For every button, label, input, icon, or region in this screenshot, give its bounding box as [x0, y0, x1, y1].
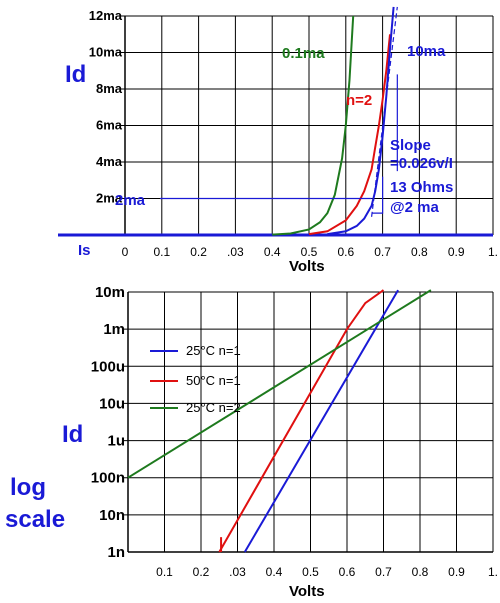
log-y-tick-1m: 1m [103, 321, 125, 338]
linear-x-tick-0-8: 0.8 [411, 245, 428, 259]
linear-y-tick-4ma: 4ma [96, 154, 123, 169]
legend-item-50c-n1: 50°C n=1 [150, 373, 241, 388]
log-series-25-c-n-1 [243, 289, 399, 553]
log-x-tick-0-1: 0.1 [156, 565, 173, 579]
log-chart-grid [122, 291, 494, 553]
log-y-tick-1n: 1n [107, 544, 125, 561]
slope-annotation: Slope =0.026v/I 13 Ohms @2 ma [390, 137, 453, 216]
ohms-label-line2: @2 ma [390, 199, 439, 216]
log-y-tick-10n: 10n [99, 507, 125, 524]
legend-label-25c-n1: 25°C n=1 [186, 343, 241, 358]
linear-chart-y-ticks: 2ma 4ma 6ma 8ma 10ma 12ma [89, 8, 123, 206]
linear-y-tick-6ma: 6ma [96, 118, 123, 133]
log-x-tick-1: 1. [488, 565, 498, 579]
log-series-25-c-n-2 [127, 289, 432, 479]
series-label-n2: n=2 [346, 92, 372, 109]
linear-y-axis-label: Id [65, 61, 86, 88]
series-label-10ma: 10ma [407, 43, 446, 60]
linear-chart: 0 0.1 0.2 .03 0.4 0.5 0.6 0.7 0.8 0.9 1. 2ma 4ma 6ma… [58, 6, 498, 275]
slope-label-line1: Slope [390, 137, 431, 154]
log-x-tick-03: .03 [229, 565, 246, 579]
linear-x-tick-03: .03 [227, 245, 244, 259]
legend-item-25c-n1: 25°C n=1 [150, 343, 241, 358]
linear-x-tick-0-4: 0.4 [264, 245, 281, 259]
log-x-tick-0-8: 0.8 [412, 565, 429, 579]
log-series-50-c-n-1 [218, 289, 385, 553]
log-x-tick-0-6: 0.6 [339, 565, 356, 579]
log-scale-label-line2: scale [5, 506, 65, 533]
log-x-tick-0-9: 0.9 [448, 565, 465, 579]
log-chart-y-ticks: 1n 10n 100n 1u 10u 100u 1m 10m [91, 284, 125, 561]
legend-label-25c-n2: 25°C n=2 [186, 400, 241, 415]
linear-chart-x-ticks: 0 0.1 0.2 .03 0.4 0.5 0.6 0.7 0.8 0.9 1. [122, 245, 498, 259]
log-x-axis-label: Volts [289, 583, 325, 600]
two-ma-label: 2ma [115, 192, 146, 209]
log-y-tick-100n: 100n [91, 470, 125, 487]
linear-series-n-2 [308, 34, 391, 236]
log-scale-label-line1: log [10, 474, 46, 501]
linear-y-tick-12ma: 12ma [89, 8, 123, 23]
log-chart-x-ticks: 0.1 0.2 .03 0.4 0.5 0.6 0.7 0.8 0.9 1. [156, 565, 498, 579]
series-label-0-1ma: 0.1ma [282, 45, 325, 62]
log-y-tick-1u: 1u [107, 433, 125, 450]
log-x-tick-0-2: 0.2 [193, 565, 210, 579]
linear-x-axis-label: Volts [289, 258, 325, 275]
log-y-tick-10m: 10m [95, 284, 125, 301]
linear-x-tick-0-6: 0.6 [337, 245, 354, 259]
log-chart-series [127, 289, 432, 553]
linear-y-tick-2ma: 2ma [96, 191, 123, 206]
linear-y-tick-10ma: 10ma [89, 45, 123, 60]
linear-x-tick-0-5: 0.5 [301, 245, 318, 259]
linear-x-tick-0-7: 0.7 [374, 245, 391, 259]
log-x-tick-0-7: 0.7 [375, 565, 392, 579]
ohms-label-line1: 13 Ohms [390, 179, 453, 196]
linear-x-tick-0-9: 0.9 [448, 245, 465, 259]
log-y-axis-label: Id [62, 421, 83, 448]
log-chart: 0.1 0.2.03 0.4 0.5 0.6 0.7 0.8 0.9 1. 1n10n100n1… [5, 284, 498, 600]
linear-chart-series [160, 6, 398, 236]
linear-x-tick-0-1: 0.1 [153, 245, 170, 259]
legend-label-50c-n1: 50°C n=1 [186, 373, 241, 388]
is-label: Is [78, 242, 91, 259]
log-y-tick-100u: 100u [91, 358, 125, 375]
slope-label-line2: =0.026v/I [390, 155, 453, 172]
log-y-tick-10u: 10u [99, 395, 125, 412]
slope-triangle [371, 176, 384, 214]
log-x-tick-0-5: 0.5 [302, 565, 319, 579]
log-x-tick-0-4: 0.4 [266, 565, 283, 579]
linear-y-tick-8ma: 8ma [96, 81, 123, 96]
linear-series-0-1ma [272, 15, 355, 236]
linear-x-tick-0-2: 0.2 [190, 245, 207, 259]
log-chart-legend: 25°C n=1 50°C n=1 25°C n=2 [150, 343, 241, 415]
linear-series-slope-tangent [371, 6, 398, 217]
linear-x-tick-0: 0 [122, 245, 129, 259]
linear-x-tick-1: 1. [488, 245, 498, 259]
legend-item-25c-n2: 25°C n=2 [150, 400, 241, 415]
